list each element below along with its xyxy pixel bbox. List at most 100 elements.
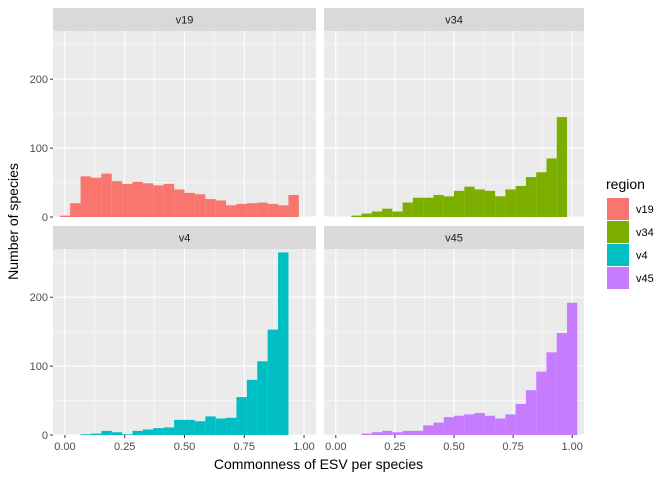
bar-v19 <box>205 199 216 217</box>
bar-v4 <box>142 429 154 435</box>
bar-v34 <box>351 215 362 217</box>
bar-v34 <box>382 208 393 217</box>
bar-v4 <box>205 416 216 435</box>
bar-v34 <box>474 189 485 217</box>
x-axis-title: Commonness of ESV per species <box>214 456 423 472</box>
bar-v45 <box>536 371 547 435</box>
bar-v19 <box>163 183 175 217</box>
bar-v34 <box>423 197 434 217</box>
legend-key-v4 <box>607 244 629 266</box>
bar-v19 <box>278 205 289 217</box>
bar-v45 <box>453 415 465 435</box>
legend-key-v45 <box>607 267 629 289</box>
bar-v34 <box>556 117 568 217</box>
bar-v45 <box>474 412 485 435</box>
bar-v19 <box>184 192 195 217</box>
x-tick-label: 0.75 <box>502 441 523 453</box>
y-axis-title: Number of species <box>5 163 21 280</box>
bar-v19 <box>153 185 164 217</box>
bar-v4 <box>174 419 185 435</box>
legend: region v19 v34 v4 v45 <box>606 176 654 289</box>
bar-v19 <box>70 203 81 217</box>
bar-v4 <box>236 397 247 435</box>
bar-v19 <box>111 181 123 217</box>
bar-v4 <box>246 379 258 435</box>
bar-v4 <box>122 434 133 435</box>
bar-v34 <box>464 186 475 217</box>
bar-v34 <box>525 177 537 217</box>
bar-v19 <box>80 176 91 217</box>
x-tick-label: 0.00 <box>325 441 346 453</box>
bar-v4 <box>215 418 227 435</box>
bar-v45 <box>567 302 578 435</box>
y-tick-label: 100 <box>30 361 48 373</box>
facet-strip <box>53 226 316 249</box>
bar-v45 <box>382 430 393 435</box>
bar-v45 <box>525 390 537 435</box>
panel-v4: v4 0 100 200 0.00 0.25 0.50 0.75 1.00 <box>30 226 316 453</box>
bar-v45 <box>546 352 557 435</box>
bar-v34 <box>495 196 506 217</box>
x-tick-label: 0.25 <box>384 441 405 453</box>
bar-v4 <box>278 252 289 435</box>
x-tick-label: 1.00 <box>293 441 314 453</box>
bar-v4 <box>267 329 279 435</box>
bar-v4 <box>132 430 143 435</box>
bar-v34 <box>484 190 496 217</box>
bar-v4 <box>90 433 102 435</box>
bar-v19 <box>257 202 268 217</box>
panel-v34: v34 <box>324 8 584 218</box>
panel-v45: v45 0.00 0.25 0.50 0.75 1.00 <box>324 226 584 453</box>
bar-v4 <box>80 434 91 435</box>
bar-v4 <box>257 361 268 435</box>
bar-v19 <box>215 200 227 217</box>
x-tick-label: 1.00 <box>561 441 582 453</box>
bar-v19 <box>246 203 258 217</box>
bar-v45 <box>412 430 424 435</box>
bar-v45 <box>556 333 568 435</box>
bar-v4 <box>163 427 175 435</box>
bar-v34 <box>505 189 516 217</box>
bar-v45 <box>361 433 372 435</box>
bar-v19 <box>236 203 247 217</box>
bar-v34 <box>546 158 557 217</box>
bar-v34 <box>443 196 455 217</box>
facet-label: v34 <box>445 15 463 27</box>
legend-key-v34 <box>607 221 629 243</box>
bar-v34 <box>392 211 403 217</box>
bar-v34 <box>433 194 444 217</box>
bar-v19 <box>194 194 206 217</box>
bar-v4 <box>111 432 123 435</box>
bar-v45 <box>464 414 475 435</box>
y-tick-label: 100 <box>30 143 48 155</box>
x-tick-label: 0.00 <box>54 441 75 453</box>
bar-v34 <box>361 213 372 217</box>
y-tick-label: 200 <box>30 74 48 86</box>
x-tick-label: 0.50 <box>174 441 195 453</box>
legend-title: region <box>606 176 645 192</box>
bar-v19 <box>90 177 102 217</box>
facet-label: v4 <box>179 233 191 245</box>
bar-v45 <box>433 422 444 435</box>
y-tick-label: 0 <box>42 212 48 224</box>
bar-v19 <box>288 194 299 217</box>
bar-v34 <box>371 211 383 217</box>
facet-strip <box>324 226 584 249</box>
bar-v34 <box>536 172 547 217</box>
x-tick-label: 0.25 <box>114 441 135 453</box>
facet-strip <box>53 8 316 31</box>
bar-v19 <box>101 173 112 217</box>
bar-v4 <box>226 417 237 435</box>
bar-v19 <box>267 203 279 217</box>
bar-v45 <box>505 414 516 435</box>
bar-v45 <box>443 417 455 435</box>
y-tick-label: 200 <box>30 292 48 304</box>
bar-v4 <box>184 419 195 435</box>
facet-strip <box>324 8 584 31</box>
bar-v4 <box>194 421 206 435</box>
bar-v19 <box>59 215 71 217</box>
x-tick-label: 0.75 <box>234 441 255 453</box>
bar-v45 <box>495 418 506 435</box>
legend-label: v34 <box>636 227 654 239</box>
bar-v45 <box>423 425 434 435</box>
